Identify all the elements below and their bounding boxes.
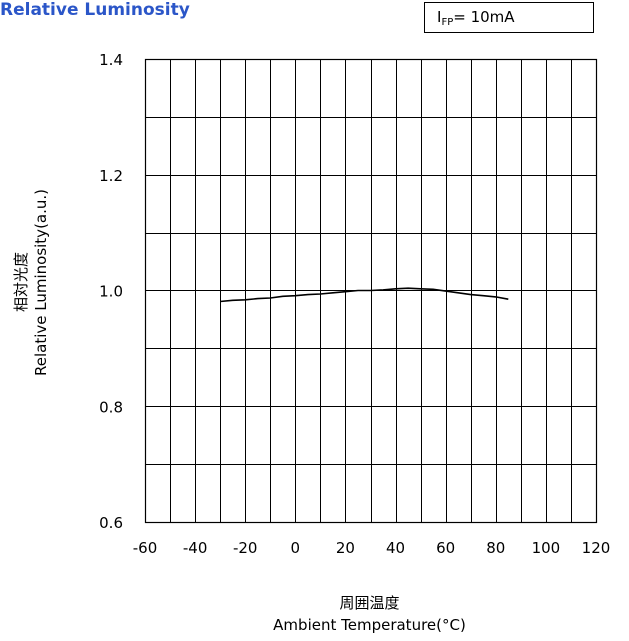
x-axis-title-jp: 周囲温度 <box>339 594 400 612</box>
condition-value: = 10mA <box>453 8 515 26</box>
x-tick-label: 40 <box>386 539 405 557</box>
x-tick-label: -60 <box>133 539 158 557</box>
grid <box>144 58 598 524</box>
y-tick-label: 1.2 <box>99 167 123 185</box>
chart-title: Relative Luminosity <box>0 0 190 20</box>
x-tick-label: 20 <box>336 539 355 557</box>
condition-label: IFP= 10mA <box>424 2 594 33</box>
x-tick-label: -20 <box>233 539 258 557</box>
x-tick-labels: -60 -40 -20 0 20 40 60 80 100 120 <box>133 539 611 557</box>
y-tick-label: 0.8 <box>99 398 123 416</box>
x-tick-label: 60 <box>436 539 455 557</box>
x-axis-title-en: Ambient Temperature(°C) <box>273 616 466 634</box>
series-line <box>220 287 509 303</box>
y-tick-label: 0.6 <box>99 514 123 532</box>
condition-subscript: FP <box>441 17 454 28</box>
condition-prefix: I <box>437 8 442 26</box>
y-tick-label: 1.4 <box>99 51 123 69</box>
series <box>220 287 509 303</box>
plot-frame <box>144 58 598 524</box>
x-tick-label: 120 <box>582 539 611 557</box>
x-tick-label: -40 <box>183 539 208 557</box>
x-tick-label: 100 <box>532 539 561 557</box>
y-tick-label: 1.0 <box>99 283 123 301</box>
x-axis-title: 周囲温度 Ambient Temperature(°C) <box>0 592 629 636</box>
x-tick-label: 0 <box>291 539 301 557</box>
y-tick-labels: 0.6 0.8 1.0 1.2 1.4 <box>99 51 123 532</box>
x-tick-label: 80 <box>486 539 505 557</box>
